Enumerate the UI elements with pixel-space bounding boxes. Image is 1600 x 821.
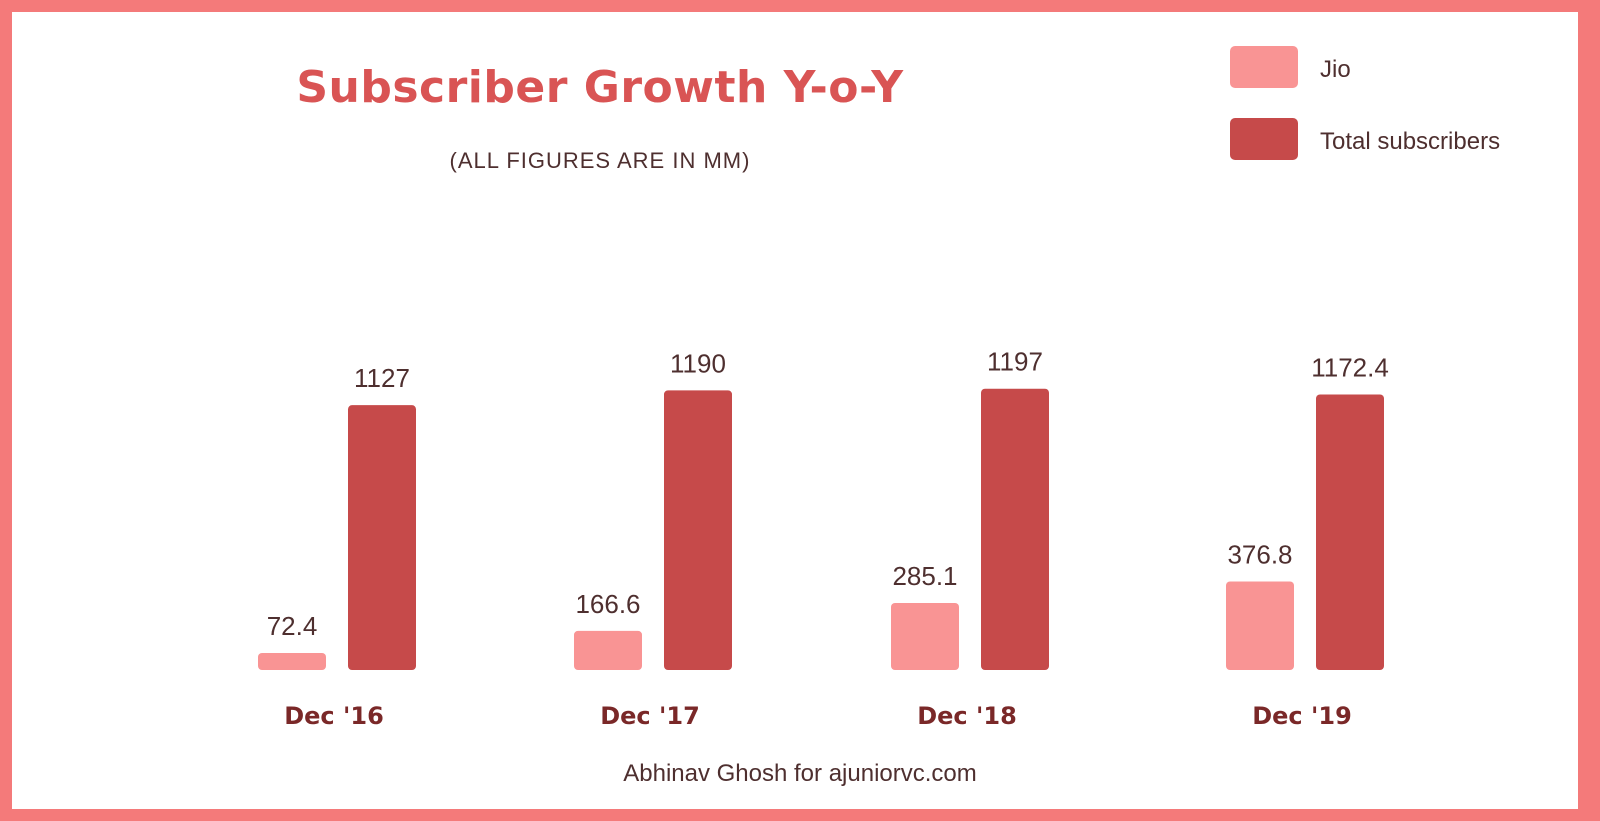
legend-label-jio: Jio bbox=[1320, 56, 1351, 83]
bar-jio-3 bbox=[1226, 581, 1294, 670]
credit-text: Abhinav Ghosh for ajuniorvc.com bbox=[623, 760, 977, 787]
bar-total-3 bbox=[1316, 394, 1384, 670]
value-label-total-3: 1172.4 bbox=[1311, 352, 1389, 382]
category-label-0: Dec '16 bbox=[284, 702, 384, 730]
category-label-3: Dec '19 bbox=[1252, 702, 1352, 730]
bar-jio-0 bbox=[258, 652, 326, 670]
chart-subtitle: (ALL FIGURES ARE IN MM) bbox=[449, 148, 751, 173]
bar-total-2 bbox=[981, 388, 1049, 670]
category-label-2: Dec '18 bbox=[917, 702, 1017, 730]
legend-label-total: Total subscribers bbox=[1320, 128, 1501, 155]
bar-total-0 bbox=[348, 405, 416, 670]
bar-jio-2 bbox=[891, 603, 959, 670]
bar-total-1 bbox=[664, 390, 732, 670]
value-label-jio-3: 376.8 bbox=[1227, 539, 1292, 569]
bar-jio-1 bbox=[574, 630, 642, 670]
value-label-total-0: 1127 bbox=[354, 363, 410, 393]
category-label-1: Dec '17 bbox=[600, 702, 700, 730]
value-label-jio-2: 285.1 bbox=[892, 561, 957, 591]
value-label-jio-0: 72.4 bbox=[267, 611, 318, 641]
chart-title: Subscriber Growth Y-o-Y bbox=[296, 62, 904, 113]
legend-swatch-total bbox=[1230, 118, 1298, 160]
legend-swatch-jio bbox=[1230, 46, 1298, 88]
value-label-total-2: 1197 bbox=[987, 347, 1043, 377]
value-label-total-1: 1190 bbox=[670, 348, 726, 378]
value-label-jio-1: 166.6 bbox=[575, 589, 640, 619]
